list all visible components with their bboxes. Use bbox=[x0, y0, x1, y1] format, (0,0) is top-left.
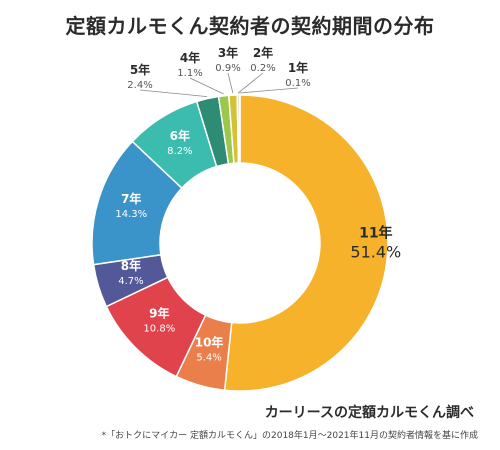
slice-3-label: 9年 bbox=[149, 306, 169, 321]
slice-2-label: 10年 bbox=[195, 335, 224, 350]
slice-2-value-label: 5.4% bbox=[196, 353, 221, 364]
slice-8-label: 4年 bbox=[180, 50, 200, 65]
slice-1-value-label: 51.4% bbox=[350, 243, 401, 262]
slice-11-value-label: 0.1% bbox=[285, 78, 310, 89]
slice-8-leader-line bbox=[189, 77, 224, 95]
slice-9-leader-line bbox=[227, 72, 234, 94]
slice-3-value-label: 10.8% bbox=[143, 324, 175, 335]
label-leader-lines bbox=[139, 72, 299, 98]
footnote: *「おトクにマイカー 定額カルモくん」の2018年1月～2021年11月の契約者… bbox=[101, 431, 478, 441]
slice-7-value-label: 2.4% bbox=[127, 80, 152, 91]
slice-10-leader-line bbox=[237, 72, 264, 94]
chart-title: 定額カルモくん契約者の契約期間の分布 bbox=[65, 14, 435, 38]
slice-10-label: 2年 bbox=[253, 45, 273, 60]
slice-8-value-label: 1.1% bbox=[177, 68, 202, 79]
slice-11-label: 1年 bbox=[288, 60, 308, 75]
slice-4-value-label: 4.7% bbox=[118, 276, 143, 287]
slice-9-label: 3年 bbox=[218, 45, 238, 60]
donut-slices bbox=[91, 94, 389, 392]
slice-1-segment bbox=[223, 94, 389, 392]
slice-6-label: 6年 bbox=[170, 128, 190, 143]
slice-4-label: 8年 bbox=[121, 258, 141, 273]
slice-7-leader-line bbox=[139, 89, 208, 98]
slice-6-value-label: 8.2% bbox=[167, 146, 192, 157]
slice-10-value-label: 0.2% bbox=[250, 63, 275, 74]
slice-5-label: 7年 bbox=[121, 191, 141, 206]
slice-11-segment bbox=[238, 94, 241, 164]
source-label: カーリースの定額カルモくん調べ bbox=[264, 405, 474, 421]
slice-7-label: 5年 bbox=[130, 62, 150, 77]
slice-1-label: 11年 bbox=[359, 225, 392, 242]
slice-9-value-label: 0.9% bbox=[215, 63, 240, 74]
slice-11-leader-line bbox=[239, 87, 299, 94]
slice-5-value-label: 14.3% bbox=[115, 209, 147, 220]
